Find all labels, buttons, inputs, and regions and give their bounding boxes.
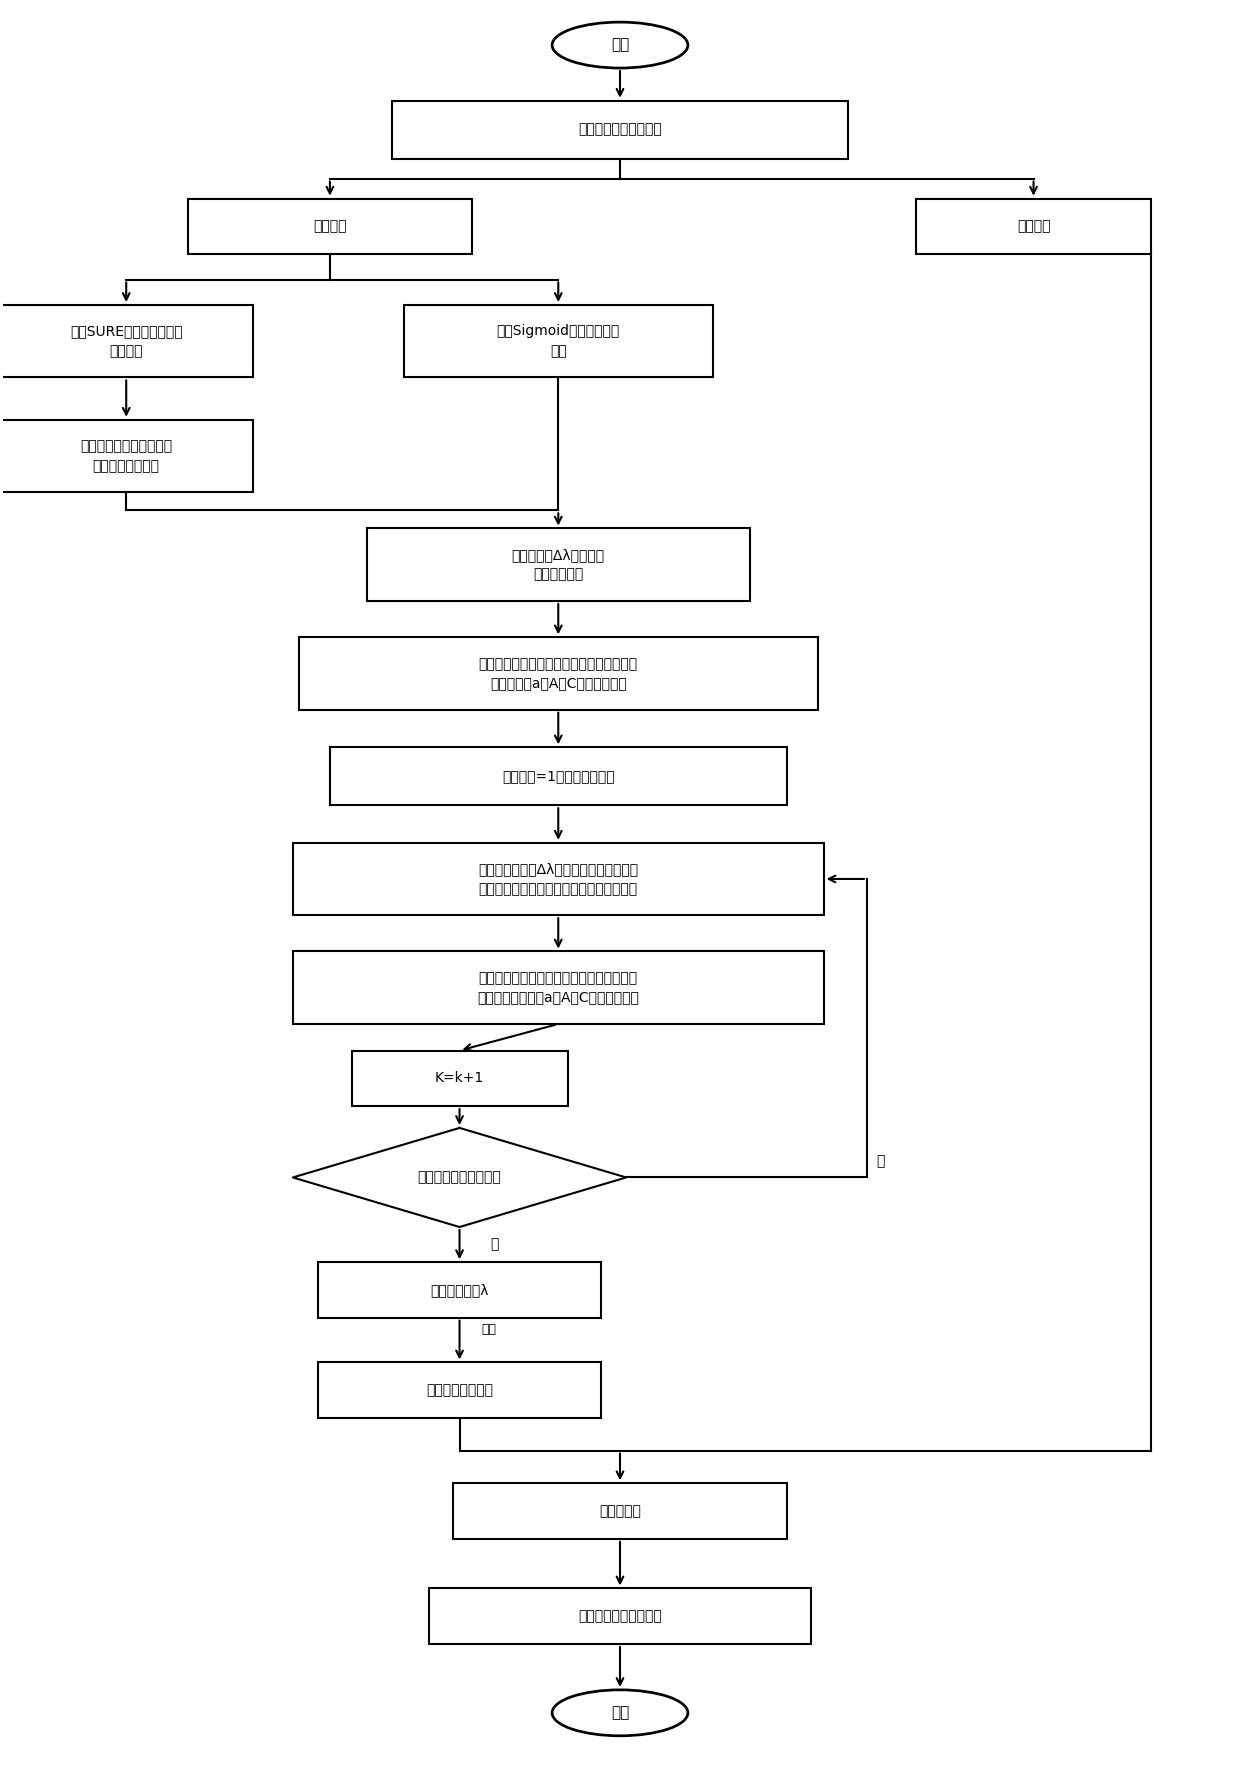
Text: 高频分量: 高频分量 — [314, 219, 347, 234]
FancyBboxPatch shape — [0, 304, 253, 377]
FancyBboxPatch shape — [299, 637, 817, 710]
Text: 去噪后的高频分量: 去噪后的高频分量 — [427, 1382, 494, 1397]
FancyBboxPatch shape — [916, 198, 1151, 255]
Text: 求梯度函数Δλ作为目标
函数取最小值: 求梯度函数Δλ作为目标 函数取最小值 — [512, 549, 605, 582]
FancyBboxPatch shape — [429, 1588, 811, 1644]
FancyBboxPatch shape — [317, 1363, 601, 1418]
FancyBboxPatch shape — [330, 747, 786, 805]
Text: 设定狼群数量、搜索空间维度、最大迭代次
数，初始化a、A、C产生初始狼群: 设定狼群数量、搜索空间维度、最大迭代次 数，初始化a、A、C产生初始狼群 — [479, 657, 637, 690]
Ellipse shape — [552, 1690, 688, 1736]
Text: 超声回波信号小波分解: 超声回波信号小波分解 — [578, 122, 662, 136]
Text: 低频分量: 低频分量 — [1017, 219, 1050, 234]
Text: 依据适应度函数Δλ数值进行适应度排序，
找出三个最优个体位置，得到最初种群位置: 依据适应度函数Δλ数值进行适应度排序， 找出三个最优个体位置，得到最初种群位置 — [479, 862, 639, 896]
Text: 计算每头狼与三个最优个体的距离，更新头
狼位置，更新参数a、A、C产生初始狼群: 计算每头狼与三个最优个体的距离，更新头 狼位置，更新参数a、A、C产生初始狼群 — [477, 972, 639, 1004]
Text: 获取最优阈值λ: 获取最优阈值λ — [430, 1283, 489, 1297]
FancyBboxPatch shape — [367, 529, 750, 602]
FancyBboxPatch shape — [351, 1051, 568, 1106]
Text: 是: 是 — [490, 1237, 498, 1251]
Text: 小波逆变换: 小波逆变换 — [599, 1504, 641, 1519]
FancyBboxPatch shape — [293, 843, 823, 915]
Text: 引入梯度下降函数进行自
适应小波阈值估计: 引入梯度下降函数进行自 适应小波阈值估计 — [81, 439, 172, 473]
Text: 基于SURE无偏估计的自适
应阈值法: 基于SURE无偏估计的自适 应阈值法 — [69, 324, 182, 358]
FancyBboxPatch shape — [454, 1483, 786, 1538]
Text: 结束: 结束 — [611, 1705, 629, 1720]
Text: 去噪后的超声回波信号: 去噪后的超声回波信号 — [578, 1609, 662, 1623]
FancyBboxPatch shape — [0, 419, 253, 492]
Text: 是否满足迭代约束条件: 是否满足迭代约束条件 — [418, 1170, 501, 1184]
Text: 开始: 开始 — [611, 37, 629, 53]
Polygon shape — [293, 1127, 626, 1227]
Text: 迭代次数=1，算法迭代开始: 迭代次数=1，算法迭代开始 — [502, 770, 615, 784]
FancyBboxPatch shape — [188, 198, 472, 255]
Text: 去噪: 去噪 — [482, 1324, 497, 1336]
FancyBboxPatch shape — [293, 952, 823, 1025]
FancyBboxPatch shape — [404, 304, 713, 377]
FancyBboxPatch shape — [317, 1262, 601, 1317]
Text: 否: 否 — [877, 1154, 885, 1168]
Text: 引进Sigmoid函数作为阈值
函数: 引进Sigmoid函数作为阈值 函数 — [497, 324, 620, 358]
Text: K=k+1: K=k+1 — [435, 1071, 484, 1085]
FancyBboxPatch shape — [392, 101, 848, 159]
Ellipse shape — [552, 21, 688, 67]
